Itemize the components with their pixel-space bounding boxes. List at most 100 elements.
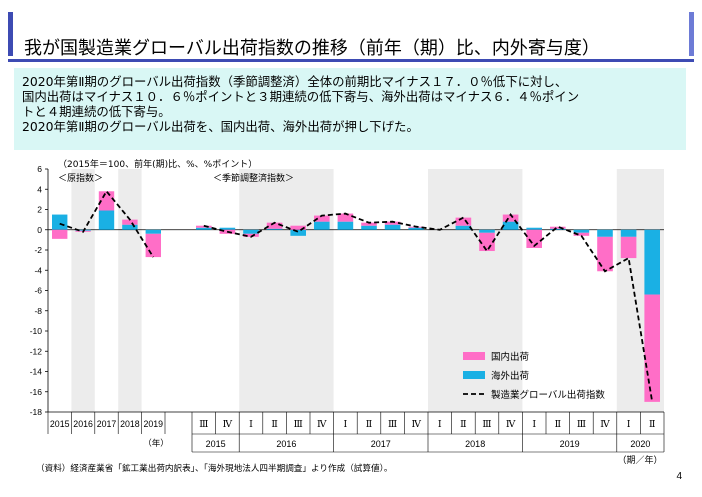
domestic-bar: [337, 213, 354, 222]
quarter-label: Ⅰ: [438, 419, 442, 430]
quarter-label: Ⅱ: [649, 419, 655, 430]
domestic-bar: [620, 236, 637, 259]
quarter-label: Ⅰ: [249, 419, 253, 430]
quarter-label: Ⅰ: [532, 419, 536, 430]
overseas-bar: [314, 221, 330, 230]
overseas-bar: [502, 221, 519, 230]
y-tick-label: -6: [34, 286, 42, 296]
domestic-bar: [384, 221, 401, 225]
domestic-bar: [526, 229, 542, 248]
year-group-label: 2016: [276, 439, 296, 449]
shading-bands: [71, 169, 664, 412]
quarter-label: Ⅱ: [366, 419, 372, 430]
quarter-label: Ⅳ: [411, 419, 421, 430]
quarter-label: Ⅲ: [482, 419, 491, 430]
domestic-bar: [550, 226, 566, 229]
overseas-bar: [122, 224, 138, 230]
bars: [52, 191, 660, 402]
overseas-bar: [145, 229, 161, 234]
legend-swatch-domestic: [463, 352, 485, 360]
overseas-bar: [408, 227, 424, 230]
y-tick-label: 2: [37, 205, 42, 215]
y-tick-label: -12: [30, 346, 43, 356]
overseas-bar: [455, 225, 472, 230]
overseas-bar: [266, 228, 283, 230]
annual-label: 2019: [144, 419, 164, 429]
annual-unit-label: （年）: [143, 438, 169, 448]
y-tick-label: -10: [30, 326, 43, 336]
overseas-bar: [337, 221, 354, 230]
legend-swatch-overseas: [463, 371, 485, 379]
legend-label-domestic: 国内出荷: [491, 351, 530, 363]
domestic-bar: [314, 215, 330, 222]
overseas-bar: [361, 225, 377, 230]
domestic-bar: [196, 225, 212, 228]
domestic-bar: [597, 236, 613, 272]
overseas-bar: [290, 229, 306, 236]
quarter-label: Ⅳ: [600, 419, 610, 430]
y-tick-label: -8: [34, 306, 42, 316]
y-tick-label: 0: [37, 225, 42, 235]
domestic-bar: [145, 233, 161, 258]
year-group-label: 2017: [371, 439, 391, 449]
quarter-label: Ⅲ: [577, 419, 586, 430]
quarter-label: Ⅳ: [317, 419, 327, 430]
domestic-bar: [455, 217, 472, 226]
domestic-bar: [573, 232, 590, 236]
quarter-label: Ⅲ: [199, 419, 208, 430]
shade-band: [239, 169, 334, 412]
section-label-sa: ＜季節調整済指数＞: [213, 172, 294, 184]
chart-labels: 2015 2016 2017 2018 2019（年）Ⅲ Ⅳ Ⅰ Ⅱ Ⅲ Ⅳ Ⅰ Ⅱ Ⅲ Ⅳ Ⅰ Ⅱ Ⅲ Ⅳ Ⅰ Ⅱ Ⅲ…: [47, 158, 665, 465]
domestic-bar: [361, 222, 377, 226]
summary-box: 2020年第Ⅱ期のグローバル出荷指数（季節調整済）全体の前期比マイナス１７．０％…: [14, 68, 686, 150]
domestic-bar: [122, 219, 138, 225]
quarter-label: Ⅱ: [555, 419, 561, 430]
unit-note: （2015年＝100、前年(期)比、%、%ポイント）: [58, 158, 257, 170]
legend-label-total: 製造業グローバル出荷指数: [491, 389, 605, 401]
domestic-bar: [98, 191, 115, 211]
quarter-label: Ⅲ: [294, 419, 303, 430]
overseas-bar: [243, 229, 259, 234]
y-tick-label: -14: [30, 367, 43, 377]
shade-band: [118, 169, 142, 412]
y-tick-label: -18: [30, 407, 43, 417]
overseas-bar: [550, 228, 566, 230]
y-tick-label: -16: [30, 387, 43, 397]
year-group-label: 2015: [206, 439, 226, 449]
overseas-bar: [597, 229, 613, 237]
overseas-bar: [219, 227, 236, 230]
summary-line: 2020年第Ⅱ期のグローバル出荷を、国内出荷、海外出荷が押し下げた。: [22, 119, 419, 134]
year-group-label: 2018: [465, 439, 485, 449]
overseas-bar: [526, 227, 542, 230]
overseas-bar: [52, 214, 68, 230]
overseas-bar: [620, 229, 637, 237]
domestic-bar: [290, 225, 306, 230]
lines: [59, 189, 654, 403]
domestic-bar: [644, 294, 660, 402]
overseas-bar: [384, 224, 401, 230]
summary-line: 国内出荷はマイナス１０．６％ポイントと３期連続の低下寄与、海外出荷はマイナス６．…: [22, 89, 580, 104]
quarter-label: Ⅰ: [344, 419, 348, 430]
annual-label: 2017: [97, 419, 117, 429]
shade-band: [71, 169, 95, 412]
y-tick-label: -2: [34, 245, 42, 255]
y-tick-label: -4: [34, 265, 42, 275]
y-tick-label: 6: [37, 164, 42, 174]
annual-label: 2018: [120, 419, 140, 429]
quarter-label: Ⅰ: [627, 419, 631, 430]
section-label-raw: ＜原指数＞: [58, 172, 103, 184]
overseas-bar: [573, 229, 590, 233]
quarter-label: Ⅲ: [388, 419, 397, 430]
domestic-bar: [243, 233, 259, 237]
total-line-quarterly: [203, 212, 654, 403]
domestic-bar: [266, 222, 283, 229]
summary-line: 2020年第Ⅱ期のグローバル出荷指数（季節調整済）全体の前期比マイナス１７．０％…: [22, 74, 568, 89]
domestic-bar: [52, 229, 68, 239]
y-tick-label: 4: [37, 184, 42, 194]
quarter-label: Ⅱ: [271, 419, 277, 430]
overseas-bar: [479, 229, 495, 233]
total-line-annual: [59, 189, 155, 258]
title-bar: 我が国製造業グローバル出荷指数の推移（前年（期）比、内外寄与度）: [8, 6, 694, 62]
